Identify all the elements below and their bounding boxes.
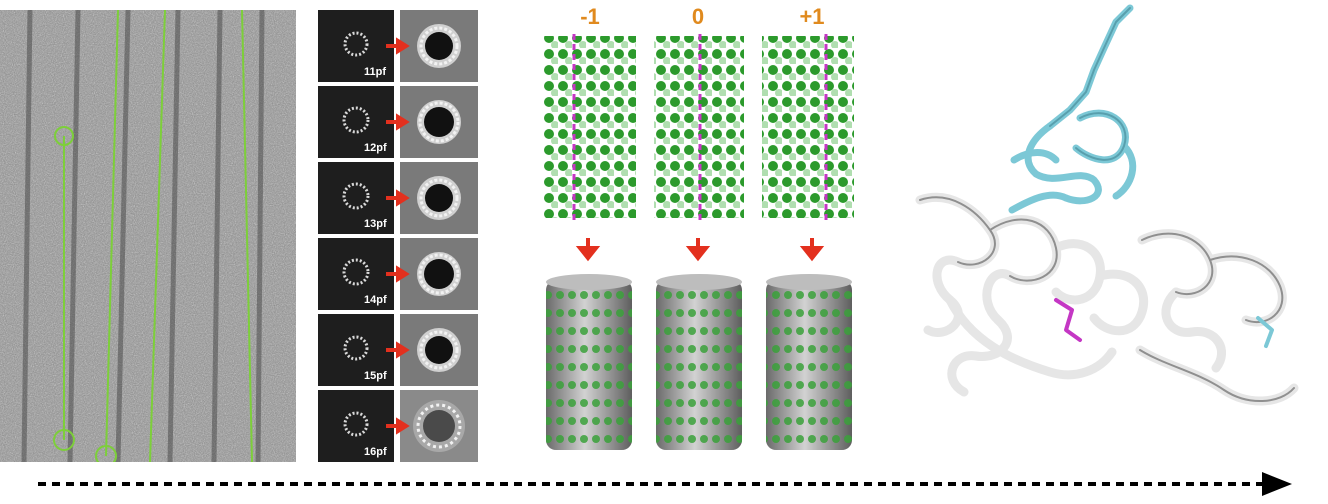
pf-class-images xyxy=(318,162,478,234)
pf-class-images xyxy=(318,314,478,386)
timeline-arrow-graphic xyxy=(38,472,1292,496)
seam-label: 0 xyxy=(691,4,705,29)
tubulin-density xyxy=(915,192,1299,406)
down-arrow-icon xyxy=(575,238,825,262)
pf-label: 14pf xyxy=(364,294,387,306)
pf-label: 16pf xyxy=(364,446,387,458)
red-arrow-icon xyxy=(386,417,410,435)
lattice-0 xyxy=(654,34,744,220)
seam-label: +1 xyxy=(799,4,825,29)
red-arrow-icon xyxy=(386,341,410,359)
pf-class-panel: 11pf 12pf 13pf xyxy=(318,10,478,462)
pf-label: 13pf xyxy=(364,218,387,230)
pf-label: 12pf xyxy=(364,142,387,154)
seam-register-panel: -1 0 +1 xyxy=(530,0,870,470)
pf-class-row: 15pf xyxy=(318,314,478,386)
red-arrow-icon xyxy=(386,265,410,283)
seam-models xyxy=(544,34,854,450)
timeline-arrow xyxy=(30,466,1328,499)
pf-class-row: 16pf xyxy=(318,390,478,462)
pf-class-images xyxy=(318,390,478,462)
atomic-model-panel xyxy=(880,0,1328,470)
micrograph-panel xyxy=(0,9,296,467)
micrograph-image xyxy=(0,9,296,467)
lattice-minus1 xyxy=(544,34,636,220)
pf-class-images xyxy=(318,10,478,82)
timeline-arrowhead-icon xyxy=(1262,472,1292,496)
pf-class-row: 11pf xyxy=(318,10,478,82)
tube-plus1 xyxy=(766,274,852,450)
tube-minus1 xyxy=(546,274,632,450)
bound-protein-density xyxy=(1008,4,1137,214)
red-arrow-icon xyxy=(386,113,410,131)
pf-label: 15pf xyxy=(364,370,387,382)
red-arrow-icon xyxy=(386,37,410,55)
pf-class-row: 12pf xyxy=(318,86,478,158)
pf-class-images xyxy=(318,238,478,310)
pf-class-images xyxy=(318,86,478,158)
filament-traces xyxy=(53,9,253,467)
pf-label: 11pf xyxy=(364,66,387,78)
pf-class-row: 13pf xyxy=(318,162,478,234)
lattice-plus1 xyxy=(762,34,854,220)
pf-class-row: 14pf xyxy=(318,238,478,310)
atomic-model-image xyxy=(915,4,1299,406)
red-arrow-icon xyxy=(386,189,410,207)
ligand-density xyxy=(1054,298,1082,342)
tube-0 xyxy=(656,274,742,450)
seam-label: -1 xyxy=(580,4,600,29)
